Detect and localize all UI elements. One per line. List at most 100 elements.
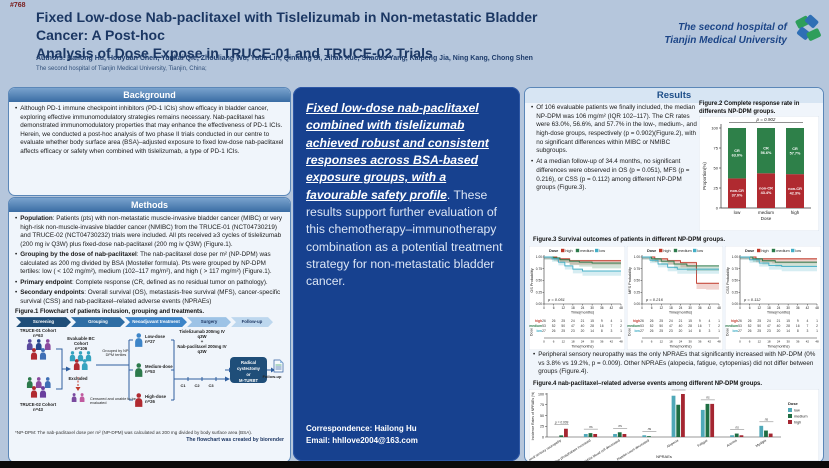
cycle-label: C2 [194,383,200,389]
svg-text:0.25: 0.25 [536,290,542,294]
svg-text:47: 47 [669,324,673,328]
km-plot-svg: Dose high medium low0.000.250.500.751.00CSS… [724,245,822,351]
svg-text:7: 7 [806,324,808,328]
svg-text:0.25: 0.25 [732,290,738,294]
svg-text:medium: medium [529,324,542,328]
svg-text:medium: medium [678,249,692,253]
svg-text:18: 18 [767,340,771,344]
svg-text:36: 36 [698,340,702,344]
svg-text:6: 6 [651,340,653,344]
svg-text:Time(months): Time(months) [669,311,693,315]
svg-text:18: 18 [767,306,771,310]
svg-text:25: 25 [540,425,544,429]
figure2-caption: Figure.2 Complete response rate in diffe… [699,101,800,115]
bottom-divider [0,461,829,468]
bullet-dot: • [15,289,18,296]
svg-text:high: high [535,319,542,323]
svg-text:Incidence Rates of NPRAEs (%): Incidence Rates of NPRAEs (%) [531,392,535,441]
treatment-label: Tislelizumab 200mg IV q3W + Nab-paclitax… [177,329,227,354]
svg-text:48: 48 [815,306,819,310]
dose-group-label: Medium-dose n=53 [145,364,173,375]
svg-text:6: 6 [749,340,751,344]
svg-text:26: 26 [748,319,752,323]
dose-group-icon [134,363,144,382]
svg-text:50: 50 [659,324,663,328]
svg-text:53: 53 [640,324,644,328]
svg-text:Time(months): Time(months) [767,311,791,315]
title-line-2: Analysis of Dose Expose in TRUCE-01 and … [36,45,433,62]
authors-line: Authors: Hailong Hu, Houyuan Chen, Yunka… [36,55,533,62]
svg-text:36: 36 [600,340,604,344]
km-plot: Dose high medium low 0.00 0.25 0.50 0.75 1.00 OS … [528,245,626,355]
svg-text:21: 21 [777,319,781,323]
svg-text:14: 14 [590,329,594,333]
svg-text:12: 12 [561,306,565,310]
svg-text:0.00: 0.00 [732,302,738,306]
key-message-highlight: Fixed low-dose nab-paclitaxel combined w… [306,101,489,202]
svg-text:27: 27 [542,329,546,333]
svg-text:25: 25 [561,329,565,333]
results-section: Results • Of 106 evaluable patients we f… [524,87,824,463]
svg-text:6: 6 [749,306,751,310]
svg-text:42: 42 [806,306,810,310]
svg-text:26: 26 [650,329,654,333]
correspondence-block: Correspondence: Hailong Hu Email: hhllov… [306,423,418,447]
svg-text:15: 15 [786,319,790,323]
svg-text:24: 24 [777,306,781,310]
svg-text:1.00: 1.00 [634,255,640,259]
svg-text:9: 9 [797,319,799,323]
svg-text:25: 25 [757,329,761,333]
methods-item: • Primary endpoint: Complete response (CR… [15,279,284,288]
svg-text:low: low [537,329,543,333]
bullet-dot: • [15,251,18,258]
svg-text:50: 50 [714,166,719,171]
svg-text:Time(months): Time(months) [571,311,595,315]
svg-text:24: 24 [571,319,575,323]
hospital-logo-icon [793,14,823,53]
svg-text:52: 52 [650,324,654,328]
methods-item-label: Grouping by the dose of nab-paclitaxel [20,251,137,258]
svg-text:23: 23 [767,329,771,333]
svg-text:Dose: Dose [549,249,558,253]
patients-icon [70,393,90,411]
correspondence-email: Email: hhllove2004@163.com [306,436,418,445]
svg-text:medium: medium [776,249,790,253]
svg-text:14: 14 [688,329,692,333]
svg-text:36: 36 [796,306,800,310]
svg-text:36: 36 [600,306,604,310]
svg-text:30: 30 [590,340,594,344]
svg-text:24: 24 [679,340,683,344]
svg-text:0.75: 0.75 [732,267,738,271]
svg-text:4: 4 [610,319,612,323]
svg-text:48: 48 [717,306,721,310]
flowchart-stage-screening: Screening [16,317,71,327]
svg-text:high: high [791,210,800,215]
svg-text:25: 25 [757,319,761,323]
svg-text:7: 7 [610,324,612,328]
svg-text:ns: ns [677,389,681,390]
dose-group-text: n=27 [145,339,155,345]
svg-text:75: 75 [540,403,544,407]
surgery-box: Radical cystectomy or M-TURBT [230,357,267,384]
patients-icon [24,339,56,369]
svg-text:high: high [633,319,640,323]
patients-icon [68,351,96,379]
results-bullet-1: • Of 106 evaluable patients we finally i… [531,104,697,155]
svg-text:1: 1 [718,329,720,333]
svg-text:Myalgia: Myalgia [755,438,767,448]
methods-item-text: Primary endpoint: Complete response (CR,… [20,279,267,288]
svg-text:36: 36 [698,306,702,310]
svg-text:Time(months): Time(months) [669,345,691,349]
svg-text:24: 24 [777,340,781,344]
svg-text:0: 0 [543,306,545,310]
svg-text:Dose: Dose [530,328,534,336]
cohort2-label: TRUCE-02 Cohort n=43 [19,402,57,413]
svg-text:25: 25 [659,319,663,323]
methods-item-label: Primary endpoint [20,278,73,286]
svg-text:p = 0.051: p = 0.051 [547,297,565,302]
figure2-box: Figure.2 Complete response rate in diffe… [698,101,821,236]
excluded-label: Excluded [68,376,88,382]
km-plot-svg: Dose high medium low0.000.250.500.751.00OS … [528,245,626,351]
svg-text:48: 48 [815,340,819,344]
